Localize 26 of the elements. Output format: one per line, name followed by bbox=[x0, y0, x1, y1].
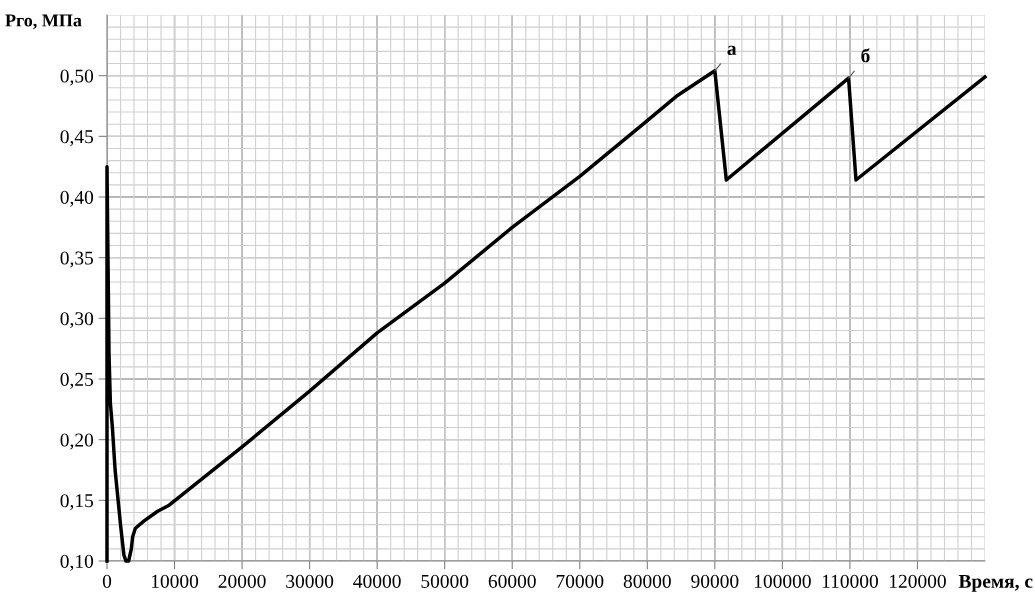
x-tick-label: 70000 bbox=[556, 574, 604, 588]
y-tick-label: 0,45 bbox=[60, 130, 94, 147]
x-tick-label: 100000 bbox=[754, 574, 811, 588]
y-axis-title: Рго, МПа bbox=[5, 14, 82, 30]
x-tick-label: 120000 bbox=[890, 574, 946, 588]
y-tick-label: 0,35 bbox=[60, 251, 94, 268]
y-tick-label: 0,40 bbox=[60, 190, 94, 207]
x-tick-label: 30000 bbox=[286, 574, 334, 588]
y-tick-label: 0,50 bbox=[60, 69, 94, 86]
x-tick-label: 80000 bbox=[623, 574, 671, 588]
y-tick-label: 0,30 bbox=[60, 312, 94, 329]
y-tick-label: 0,10 bbox=[60, 554, 94, 571]
y-tick-label: 0,20 bbox=[60, 433, 94, 450]
x-axis-title: Время, с bbox=[958, 574, 1033, 592]
annotation: б bbox=[861, 48, 870, 63]
x-tick-label: 90000 bbox=[691, 574, 739, 588]
x-tick-label: 50000 bbox=[421, 574, 469, 588]
x-tick-label: 60000 bbox=[488, 574, 536, 588]
x-tick-label: 40000 bbox=[353, 574, 401, 588]
x-tick-label: 10000 bbox=[151, 574, 199, 588]
y-tick-label: 0,15 bbox=[60, 494, 94, 511]
y-tick-label: 0,25 bbox=[60, 372, 94, 389]
x-tick-label: 110000 bbox=[822, 574, 878, 588]
annotation: а bbox=[727, 45, 737, 56]
x-tick-label: 20000 bbox=[218, 574, 266, 588]
x-tick-label: 0 bbox=[102, 574, 112, 588]
